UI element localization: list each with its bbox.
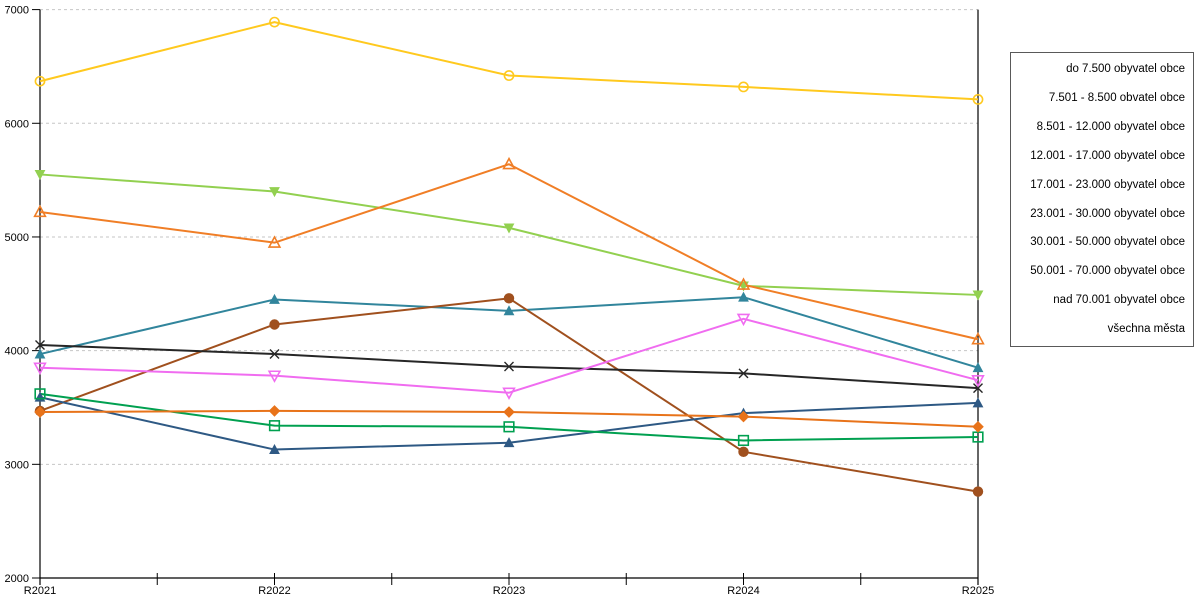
legend-item-2: 8.501 - 12.000 obyvatel obce — [1036, 120, 1185, 133]
x-tick-label: R2021 — [24, 585, 56, 597]
marker-diamond — [737, 410, 750, 423]
series-line-1 — [39, 173, 979, 296]
marker-triangle-down-open — [33, 362, 47, 375]
legend-item-3: 12.001 - 17.000 obyvatel obce — [1030, 149, 1185, 162]
y-tick-label: 5000 — [5, 232, 29, 244]
series-line-4 — [39, 297, 979, 493]
marker-circle-open — [269, 16, 280, 28]
marker-diamond — [34, 406, 46, 418]
legend-item-4: 17.001 - 23.000 obyvatel obce — [1030, 178, 1185, 191]
legend-item-6: 30.001 - 50.000 obyvatel obce — [1030, 236, 1185, 249]
marker-triangle-up-open — [502, 156, 516, 170]
x-tick-label: R2024 — [727, 585, 759, 597]
marker-triangle-down — [503, 223, 515, 234]
marker-square-open — [268, 420, 281, 432]
legend-item-0: do 7.500 obyvatel obce — [1066, 63, 1185, 76]
marker-triangle-down — [34, 170, 46, 181]
legend: do 7.500 obyvatel obce 7.501 - 8.500 obva… — [1010, 52, 1194, 347]
marker-circle — [269, 319, 280, 330]
marker-triangle-down-open — [267, 370, 282, 383]
marker-circle-open — [503, 70, 515, 81]
legend-item-9: všechna města — [1107, 323, 1185, 336]
marker-triangle-up — [972, 397, 984, 408]
marker-triangle-up — [269, 443, 280, 454]
marker-triangle-up — [269, 293, 280, 304]
marker-triangle-up-open — [971, 331, 985, 345]
marker-triangle-down — [972, 290, 984, 301]
marker-triangle-up-open — [267, 235, 282, 248]
series-line-6 — [39, 317, 979, 394]
x-tick-label: R2025 — [962, 585, 994, 597]
legend-item-5: 23.001 - 30.000 obyvatel obce — [1030, 207, 1185, 220]
marker-triangle-up — [34, 348, 46, 359]
marker-square-open — [34, 388, 46, 400]
marker-triangle-up — [972, 362, 984, 373]
marker-triangle-up-open — [33, 204, 47, 218]
marker-diamond — [268, 405, 281, 417]
axis-tick-labels: 2000 3000 4000 5000 6000 7000 R2021 R2022 R2023 R… — [5, 5, 995, 597]
marker-circle — [972, 486, 984, 497]
marker-x-cross — [269, 349, 280, 360]
marker-triangle-up-open — [736, 277, 751, 290]
legend-item-7: 50.001 - 70.000 obyvatel obce — [1030, 265, 1185, 278]
marker-diamond — [972, 421, 984, 433]
marker-x-cross — [35, 339, 45, 350]
marker-diamond — [503, 406, 515, 418]
marker-triangle-down — [269, 187, 280, 198]
y-tick-label: 6000 — [5, 118, 29, 130]
x-tick-label: R2022 — [258, 585, 290, 597]
legend-item-1: 7.501 - 8.500 obvatel obce — [1048, 91, 1185, 104]
marker-circle — [503, 293, 515, 304]
marker-circle — [738, 446, 749, 458]
y-tick-label: 2000 — [5, 573, 29, 585]
marker-x-cross — [504, 361, 514, 372]
marker-circle-open — [34, 75, 46, 87]
y-tick-label: 4000 — [5, 346, 29, 358]
series-line-2 — [39, 163, 979, 341]
marker-triangle-up — [503, 305, 515, 316]
marker-triangle-down-open — [736, 313, 751, 327]
series-line-8 — [39, 392, 979, 442]
y-tick-label: 7000 — [5, 5, 29, 17]
marker-x-cross — [738, 368, 749, 379]
gridlines — [40, 9, 978, 465]
marker-triangle-down-open — [502, 387, 516, 400]
marker-x-cross — [973, 383, 983, 394]
marker-circle-open — [972, 94, 984, 105]
marker-triangle-down-open — [971, 374, 985, 388]
marker-circle-open — [738, 81, 749, 93]
legend-item-8: nad 70.001 obyvatel obce — [1053, 294, 1185, 307]
marker-triangle-up — [738, 291, 749, 302]
marker-square-open — [503, 421, 515, 433]
marker-triangle-up — [503, 437, 515, 448]
data-series — [33, 16, 985, 497]
x-tick-label: R2023 — [493, 585, 525, 597]
marker-triangle-up — [34, 391, 46, 402]
y-tick-label: 3000 — [5, 459, 29, 471]
marker-square-open — [737, 434, 750, 447]
series-line-0 — [39, 21, 979, 101]
